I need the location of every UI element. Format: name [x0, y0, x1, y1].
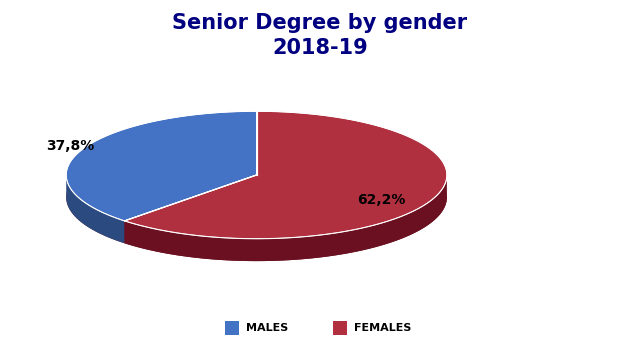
- Polygon shape: [125, 175, 447, 261]
- Text: 62,2%: 62,2%: [357, 193, 405, 207]
- Polygon shape: [125, 111, 447, 239]
- Polygon shape: [66, 111, 257, 221]
- Text: Senior Degree by gender
2018-19: Senior Degree by gender 2018-19: [172, 13, 468, 58]
- Polygon shape: [66, 175, 125, 243]
- Polygon shape: [66, 134, 447, 261]
- Text: FEMALES: FEMALES: [355, 323, 412, 333]
- Bar: [225, 321, 239, 335]
- Bar: [333, 321, 347, 335]
- Text: 37,8%: 37,8%: [45, 139, 94, 153]
- Text: MALES: MALES: [246, 323, 289, 333]
